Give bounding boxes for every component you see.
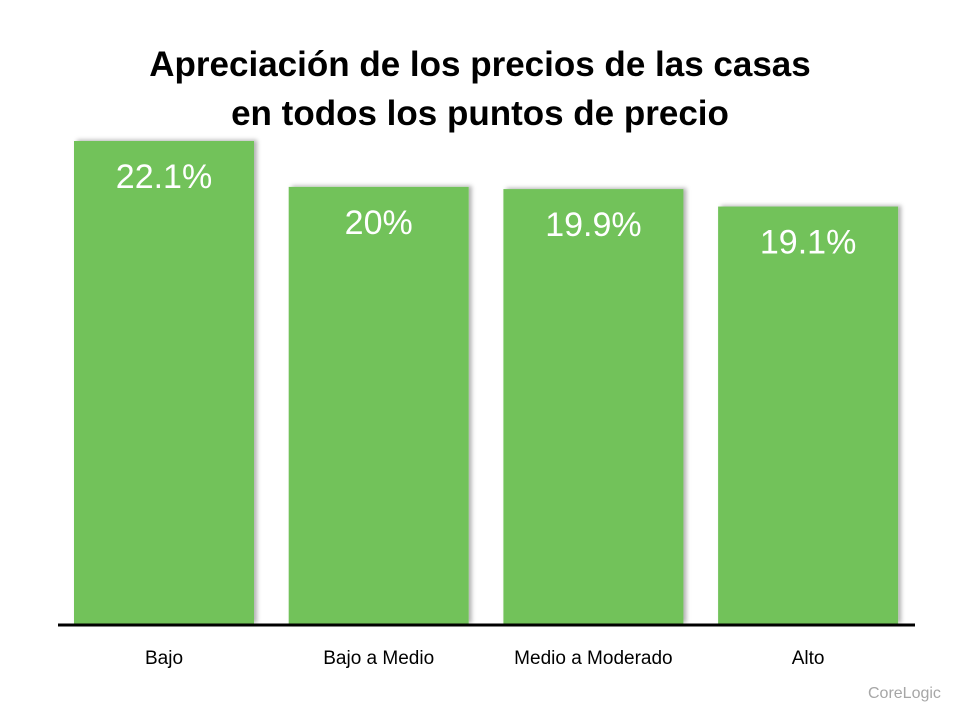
data-label: 20% [345,204,413,242]
source-credit: CoreLogic [868,685,941,702]
bar-bajo-a-medio [288,186,469,624]
chart-title-line-2: en todos los puntos de precio [231,94,729,133]
bar-alto [718,206,899,624]
x-tick-label: Bajo a Medio [323,648,434,669]
x-tick-label: Bajo [145,648,183,669]
x-tick-label: Alto [792,648,825,669]
data-label: 19.1% [760,224,856,262]
chart-title: Apreciación de los precios de las casas … [0,40,960,138]
bar-bajo [74,141,254,624]
chart-title-line-1: Apreciación de los precios de las casas [149,45,811,84]
x-tick-label: Medio a Moderado [514,648,672,669]
bar-medio-a-moderado [503,189,684,624]
data-label: 19.9% [545,206,641,244]
data-label: 22.1% [116,158,212,196]
